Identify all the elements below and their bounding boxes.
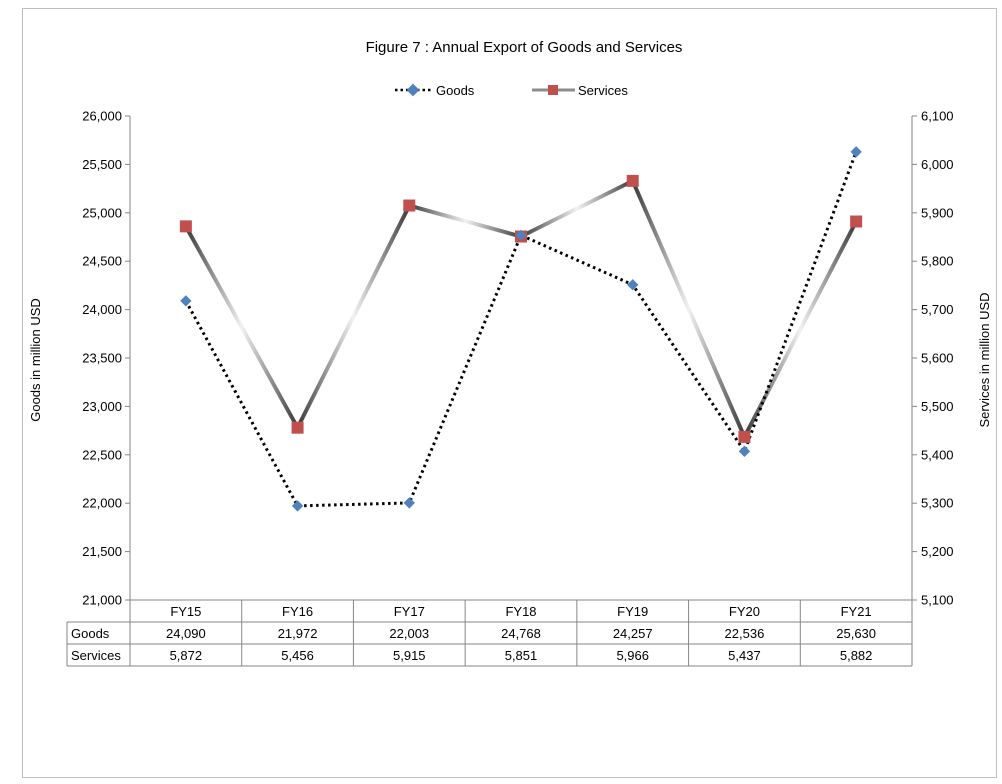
services-line-segment xyxy=(183,224,300,430)
y-tick-right-label: 5,500 xyxy=(921,399,954,414)
y-tick-left-label: 25,000 xyxy=(82,205,122,220)
table-cell: 22,536 xyxy=(725,626,765,641)
chart-title: Figure 7 : Annual Export of Goods and Se… xyxy=(366,39,683,56)
y-tick-left-label: 25,500 xyxy=(82,157,122,172)
y-tick-left-label: 22,000 xyxy=(82,496,122,511)
services-point xyxy=(179,220,192,233)
y-tick-left-label: 21,000 xyxy=(82,593,122,608)
y-tick-right-label: 5,800 xyxy=(921,254,954,269)
table-cell: 25,630 xyxy=(836,626,876,641)
services-line-segment xyxy=(742,219,859,439)
legend-services-marker xyxy=(548,85,558,95)
y-tick-left-label: 22,500 xyxy=(82,447,122,462)
legend-goods-label: Goods xyxy=(436,83,475,98)
table-cell: 5,456 xyxy=(281,648,314,663)
services-point xyxy=(850,215,863,228)
goods-point xyxy=(291,500,304,512)
y-tick-left-label: 24,000 xyxy=(82,302,122,317)
goods-line xyxy=(184,151,858,508)
table-cell: 24,257 xyxy=(613,626,653,641)
series-markers xyxy=(179,146,863,512)
y-tick-left-label: 26,000 xyxy=(82,109,122,124)
y-tick-left-label: 23,500 xyxy=(82,351,122,366)
y-tick-right-label: 6,000 xyxy=(921,157,954,172)
y-axis-right-label: Services in million USD xyxy=(977,292,992,427)
x-tick-label: FY15 xyxy=(170,604,201,619)
table-cell: 22,003 xyxy=(389,626,429,641)
x-tick-label: FY18 xyxy=(505,604,536,619)
legend-services-label: Services xyxy=(578,83,628,98)
data-table: FY15 FY16 FY17 FY18 FY19 FY20 FY21 Goods 24,090 2… xyxy=(66,599,913,667)
goods-point xyxy=(403,497,415,509)
y-tick-left-label: 21,500 xyxy=(82,544,122,559)
y-ticks-right: 5,100 5,200 5,300 5,400 5,500 5,600 5,700 5,800… xyxy=(912,109,954,608)
y-tick-right-label: 5,600 xyxy=(921,351,954,366)
x-tick-label: FY16 xyxy=(282,604,313,619)
services-point xyxy=(403,199,416,212)
x-tick-label: FY21 xyxy=(841,604,872,619)
table-cell: 5,882 xyxy=(840,648,873,663)
table-cell: 24,090 xyxy=(166,626,206,641)
table-row-header: Goods xyxy=(71,626,110,641)
table-cell: 5,872 xyxy=(170,648,203,663)
services-line-segment xyxy=(295,203,412,430)
x-tick-label: FY17 xyxy=(394,604,425,619)
services-line-segment xyxy=(630,178,747,439)
table-cell: 21,972 xyxy=(278,626,318,641)
y-tick-right-label: 5,200 xyxy=(921,544,954,559)
chart-frame xyxy=(22,8,997,778)
y-tick-right-label: 5,400 xyxy=(921,447,954,462)
y-tick-right-label: 5,700 xyxy=(921,302,954,317)
goods-point xyxy=(738,445,751,457)
table-cell: 5,966 xyxy=(616,648,649,663)
y-tick-right-label: 5,300 xyxy=(921,496,954,511)
y-axis-left-label: Goods in million USD xyxy=(28,298,43,422)
services-line-segment xyxy=(519,178,635,239)
legend: Goods Services xyxy=(395,83,628,98)
axes xyxy=(129,116,913,601)
y-tick-right-label: 5,100 xyxy=(921,593,954,608)
y-tick-left-label: 24,500 xyxy=(82,254,122,269)
y-ticks-left: 21,000 21,500 22,000 22,500 23,000 23,500 24,0… xyxy=(82,109,130,608)
x-tick-label: FY20 xyxy=(729,604,760,619)
services-point xyxy=(626,174,639,187)
goods-point xyxy=(850,146,862,158)
y-tick-left-label: 23,000 xyxy=(82,399,122,414)
goods-point xyxy=(515,229,527,241)
x-tick-label: FY19 xyxy=(617,604,648,619)
services-point xyxy=(291,421,304,434)
table-cell: 5,851 xyxy=(505,648,538,663)
services-point xyxy=(738,430,751,443)
table-row-header: Services xyxy=(71,648,121,663)
table-cell: 5,915 xyxy=(393,648,426,663)
series-lines xyxy=(183,151,859,508)
y-tick-right-label: 6,100 xyxy=(921,109,954,124)
legend-goods-marker xyxy=(406,83,420,97)
goods-point xyxy=(627,279,639,291)
services-line-segment xyxy=(407,203,523,239)
y-tick-right-label: 5,900 xyxy=(921,205,954,220)
goods-point xyxy=(180,295,192,307)
table-cell: 24,768 xyxy=(501,626,541,641)
table-cell: 5,437 xyxy=(728,648,761,663)
